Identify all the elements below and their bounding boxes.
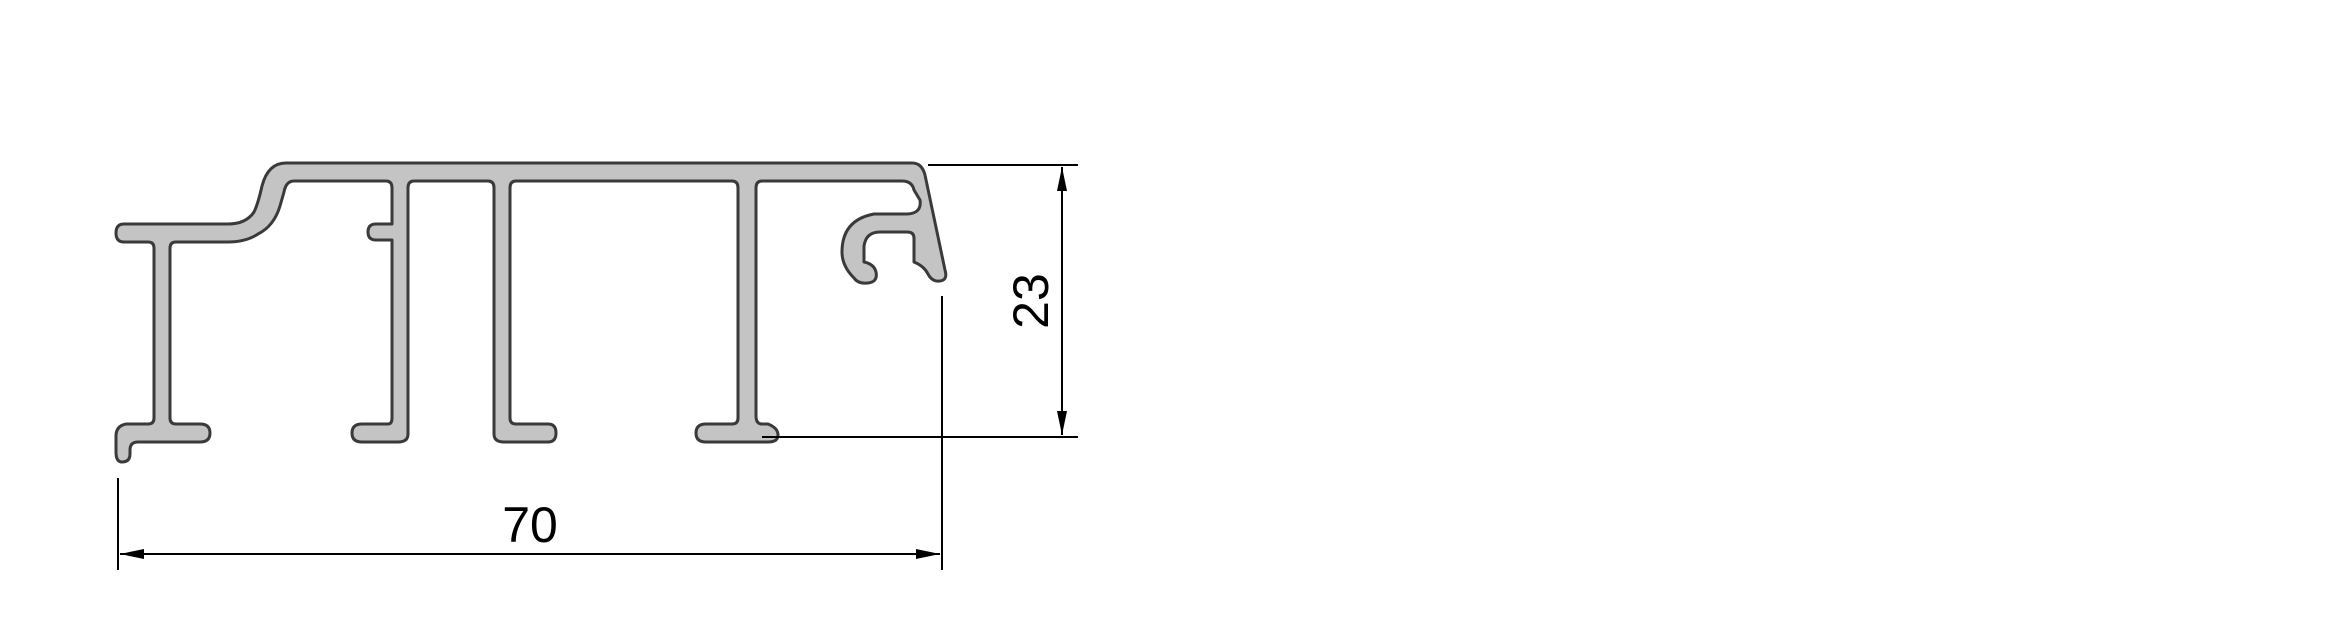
- profile-section: [114, 161, 948, 464]
- width-dimension-label: 70: [502, 497, 558, 553]
- height-dimension-label: 23: [1003, 273, 1059, 329]
